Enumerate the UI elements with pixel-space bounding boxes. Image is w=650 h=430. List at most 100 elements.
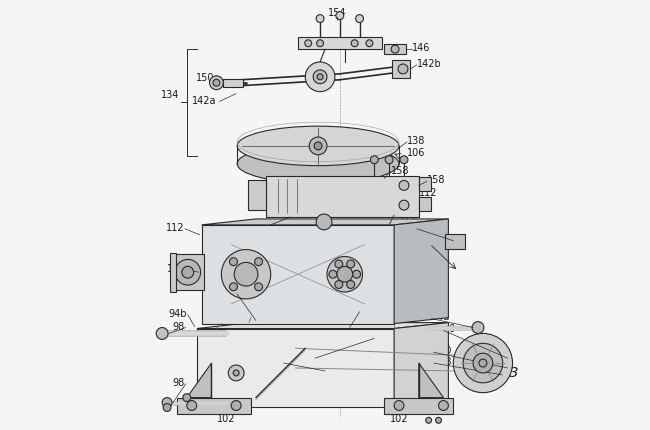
Circle shape bbox=[305, 40, 311, 47]
Text: 86a: 86a bbox=[218, 289, 236, 299]
Ellipse shape bbox=[237, 144, 399, 184]
Polygon shape bbox=[394, 219, 448, 324]
Circle shape bbox=[209, 76, 224, 89]
Circle shape bbox=[229, 258, 237, 266]
Circle shape bbox=[472, 322, 484, 333]
Circle shape bbox=[309, 137, 327, 155]
Circle shape bbox=[400, 156, 408, 164]
Bar bbox=[392, 60, 410, 78]
Bar bbox=[174, 255, 203, 290]
Circle shape bbox=[335, 260, 343, 268]
Circle shape bbox=[370, 156, 378, 164]
Circle shape bbox=[453, 333, 513, 393]
Text: 90: 90 bbox=[443, 323, 456, 334]
Circle shape bbox=[439, 401, 448, 411]
Text: 166: 166 bbox=[389, 191, 408, 201]
Circle shape bbox=[255, 258, 263, 266]
Circle shape bbox=[335, 280, 343, 289]
Circle shape bbox=[351, 40, 358, 47]
Text: 98: 98 bbox=[359, 306, 372, 316]
Text: 112: 112 bbox=[399, 213, 417, 223]
Text: 86: 86 bbox=[430, 237, 443, 247]
Circle shape bbox=[255, 283, 263, 291]
Text: 102: 102 bbox=[217, 415, 235, 424]
Text: 150: 150 bbox=[196, 73, 215, 83]
Text: 106: 106 bbox=[407, 148, 425, 158]
Bar bbox=[419, 178, 430, 191]
Text: 166: 166 bbox=[394, 190, 413, 200]
Polygon shape bbox=[197, 329, 394, 408]
Circle shape bbox=[183, 393, 190, 402]
Circle shape bbox=[385, 156, 393, 164]
Circle shape bbox=[436, 418, 441, 423]
Circle shape bbox=[213, 79, 220, 86]
Circle shape bbox=[463, 343, 502, 383]
Circle shape bbox=[346, 260, 355, 268]
Bar bbox=[419, 197, 430, 211]
Circle shape bbox=[306, 62, 335, 92]
Text: 112: 112 bbox=[419, 188, 437, 198]
Circle shape bbox=[329, 270, 337, 278]
Circle shape bbox=[346, 280, 355, 289]
Circle shape bbox=[222, 249, 270, 299]
Polygon shape bbox=[419, 363, 443, 398]
Text: 112: 112 bbox=[399, 208, 417, 218]
Circle shape bbox=[327, 256, 363, 292]
Circle shape bbox=[473, 353, 493, 373]
Circle shape bbox=[187, 401, 197, 411]
Text: 102: 102 bbox=[390, 415, 408, 424]
Polygon shape bbox=[202, 219, 448, 225]
Polygon shape bbox=[177, 398, 251, 415]
Bar bbox=[298, 37, 382, 49]
Polygon shape bbox=[202, 225, 394, 324]
Circle shape bbox=[337, 266, 353, 282]
Circle shape bbox=[229, 283, 237, 291]
Circle shape bbox=[336, 12, 344, 19]
Circle shape bbox=[366, 40, 373, 47]
Circle shape bbox=[316, 15, 324, 22]
Polygon shape bbox=[187, 363, 211, 398]
Ellipse shape bbox=[237, 126, 399, 166]
Text: FIG. 3: FIG. 3 bbox=[478, 366, 519, 380]
Text: 128: 128 bbox=[434, 357, 452, 367]
Circle shape bbox=[479, 359, 487, 367]
Bar bbox=[170, 252, 176, 292]
Bar bbox=[384, 44, 406, 54]
Circle shape bbox=[316, 214, 332, 230]
Circle shape bbox=[391, 45, 399, 53]
Bar bbox=[445, 234, 465, 249]
Circle shape bbox=[175, 259, 201, 285]
Circle shape bbox=[394, 401, 404, 411]
Circle shape bbox=[156, 328, 168, 339]
Text: 86b: 86b bbox=[417, 223, 436, 233]
Text: 162: 162 bbox=[389, 202, 408, 212]
Circle shape bbox=[234, 262, 258, 286]
Text: 158: 158 bbox=[391, 166, 410, 175]
Text: 134: 134 bbox=[161, 89, 179, 100]
Circle shape bbox=[162, 398, 172, 408]
Circle shape bbox=[233, 370, 239, 376]
Text: 126: 126 bbox=[374, 332, 393, 341]
Circle shape bbox=[314, 142, 322, 150]
Text: 122: 122 bbox=[325, 368, 344, 378]
Text: 142a: 142a bbox=[192, 96, 216, 107]
Bar bbox=[248, 181, 266, 210]
Text: 130: 130 bbox=[434, 346, 452, 356]
Circle shape bbox=[163, 403, 171, 412]
Circle shape bbox=[182, 266, 194, 278]
Text: 146: 146 bbox=[412, 43, 430, 53]
Polygon shape bbox=[394, 322, 448, 408]
Circle shape bbox=[353, 270, 361, 278]
Circle shape bbox=[356, 15, 363, 22]
Circle shape bbox=[398, 64, 408, 74]
Bar bbox=[266, 175, 419, 217]
Circle shape bbox=[231, 401, 241, 411]
Circle shape bbox=[317, 74, 323, 80]
Text: 158: 158 bbox=[426, 175, 445, 185]
Circle shape bbox=[426, 418, 432, 423]
Text: 112: 112 bbox=[166, 223, 185, 233]
Polygon shape bbox=[384, 398, 453, 415]
Circle shape bbox=[228, 365, 244, 381]
Text: 162: 162 bbox=[394, 201, 413, 211]
Text: 138: 138 bbox=[407, 136, 425, 146]
